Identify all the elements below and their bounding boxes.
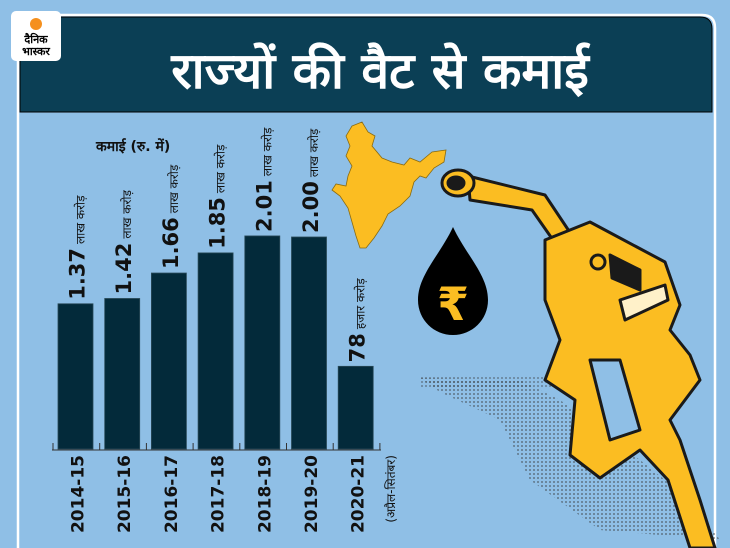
logo-text-1: दैनिक bbox=[23, 32, 48, 46]
data-label-unit: लाख करोड़ bbox=[307, 128, 321, 177]
dotted-shadow-area bbox=[420, 378, 720, 540]
logo-sun-icon bbox=[30, 18, 42, 30]
data-label-value: 1.66 bbox=[159, 217, 183, 269]
data-label-unit: हजार करोड़ bbox=[354, 278, 368, 329]
data-label-value: 2.00 bbox=[299, 181, 323, 233]
bar-2019-20 bbox=[291, 236, 327, 450]
x-ticks bbox=[52, 443, 381, 450]
brand-logo: दैनिक भास्कर bbox=[11, 11, 61, 61]
logo-text-2: भास्कर bbox=[22, 45, 50, 58]
data-label-value: 78 bbox=[346, 333, 370, 362]
x-tick-label: 2016-17 bbox=[162, 455, 182, 533]
x-labels: 2014-15 2015-16 2016-17 2017-18 2018-19 2019-… bbox=[69, 455, 369, 533]
x-tick-label: 2015-16 bbox=[115, 455, 135, 533]
data-label: 78 हजार करोड़ bbox=[346, 278, 370, 363]
x-tick-label: 2017-18 bbox=[209, 455, 229, 533]
x-tick-label: 2020-21 bbox=[349, 455, 369, 533]
value-labels: 1.37लाख करोड़1.42लाख करोड़1.66लाख करोड़1… bbox=[66, 127, 370, 362]
data-label-unit: लाख करोड़ bbox=[167, 164, 181, 213]
fuel-nozzle-icon bbox=[440, 168, 717, 548]
data-label-value: 1.85 bbox=[206, 197, 230, 249]
bar-2017-18 bbox=[197, 252, 234, 450]
data-label-value: 1.37 bbox=[66, 248, 90, 300]
india-map-icon bbox=[331, 121, 447, 249]
data-label-value: 2.01 bbox=[252, 180, 276, 232]
data-label: 1.42 लाख करोड़ bbox=[112, 190, 136, 295]
chart-title: राज्यों की वैट से कमाई bbox=[170, 42, 591, 100]
x-tick-label: 2019-20 bbox=[302, 455, 322, 533]
bar-2018-19 bbox=[244, 235, 281, 450]
data-label: 2.00 लाख करोड़ bbox=[299, 128, 323, 233]
data-label: 1.66 लाख करोड़ bbox=[159, 164, 183, 269]
frame bbox=[16, 13, 717, 548]
data-label: 1.85 लाख करोड़ bbox=[206, 144, 230, 249]
category-note: (अप्रैल-सितंबर) bbox=[384, 455, 398, 523]
x-tick-label: 2014-15 bbox=[69, 455, 89, 533]
bar-2020-21 bbox=[337, 365, 374, 450]
x-tick-label: 2018-19 bbox=[255, 455, 275, 533]
bar-2015-16 bbox=[104, 298, 141, 450]
bar-2016-17 bbox=[150, 272, 187, 450]
data-label-unit: लाख करोड़ bbox=[120, 190, 134, 239]
data-label-value: 1.42 bbox=[112, 243, 136, 295]
data-label: 2.01 लाख करोड़ bbox=[252, 127, 276, 232]
rupee-icon: ₹ bbox=[437, 277, 469, 331]
rupee-drop-icon: ₹ bbox=[418, 227, 488, 335]
bars bbox=[57, 235, 374, 450]
header-band bbox=[19, 16, 713, 113]
data-label-unit: लाख करोड़ bbox=[260, 127, 274, 176]
data-label-unit: लाख करोड़ bbox=[214, 144, 228, 193]
bar-2014-15 bbox=[57, 303, 94, 450]
data-label: 1.37 लाख करोड़ bbox=[66, 195, 90, 300]
data-label-unit: लाख करोड़ bbox=[74, 195, 88, 244]
y-axis-label: कमाई (रु. में) bbox=[95, 138, 170, 155]
